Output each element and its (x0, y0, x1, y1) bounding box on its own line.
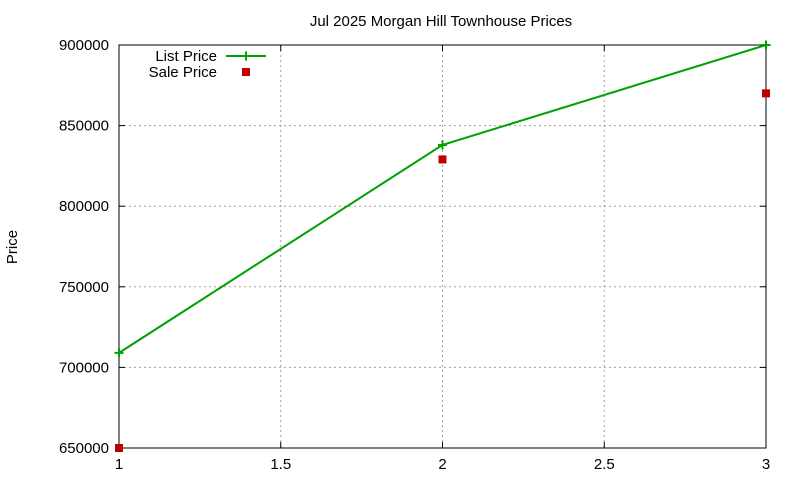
x-tick-label: 2.5 (594, 456, 615, 473)
y-tick-label: 650000 (59, 440, 109, 457)
y-tick-label: 700000 (59, 359, 109, 376)
y-tick-label: 850000 (59, 118, 109, 135)
list-price-point (761, 40, 771, 50)
y-tick-label: 900000 (59, 37, 109, 54)
y-tick-label: 750000 (59, 279, 109, 296)
x-tick-label: 2 (438, 456, 446, 473)
axis-ticks: 650000 700000 750000 800000 850000 900000 1 1.5… (59, 37, 770, 473)
y-axis-label: Price (4, 230, 21, 264)
list-price-series (114, 40, 771, 358)
legend-marker (241, 51, 251, 61)
chart-title: Jul 2025 Morgan Hill Townhouse Prices (310, 13, 572, 30)
sale-price-point (762, 89, 770, 98)
list-price-point (114, 348, 124, 358)
y-tick-label: 800000 (59, 198, 109, 215)
list-price-point (438, 140, 447, 150)
sale-price-point (115, 444, 123, 452)
gridlines (118, 44, 767, 449)
x-tick-label: 3 (762, 456, 770, 473)
x-tick-label: 1 (115, 456, 123, 473)
series-layer (114, 40, 771, 452)
x-tick-label: 1.5 (270, 456, 291, 473)
sale-price-point (438, 155, 447, 164)
legend-label: List Price (155, 48, 217, 65)
legend-label: Sale Price (149, 64, 217, 81)
sale-price-series (115, 89, 770, 452)
legend-marker (242, 68, 250, 76)
